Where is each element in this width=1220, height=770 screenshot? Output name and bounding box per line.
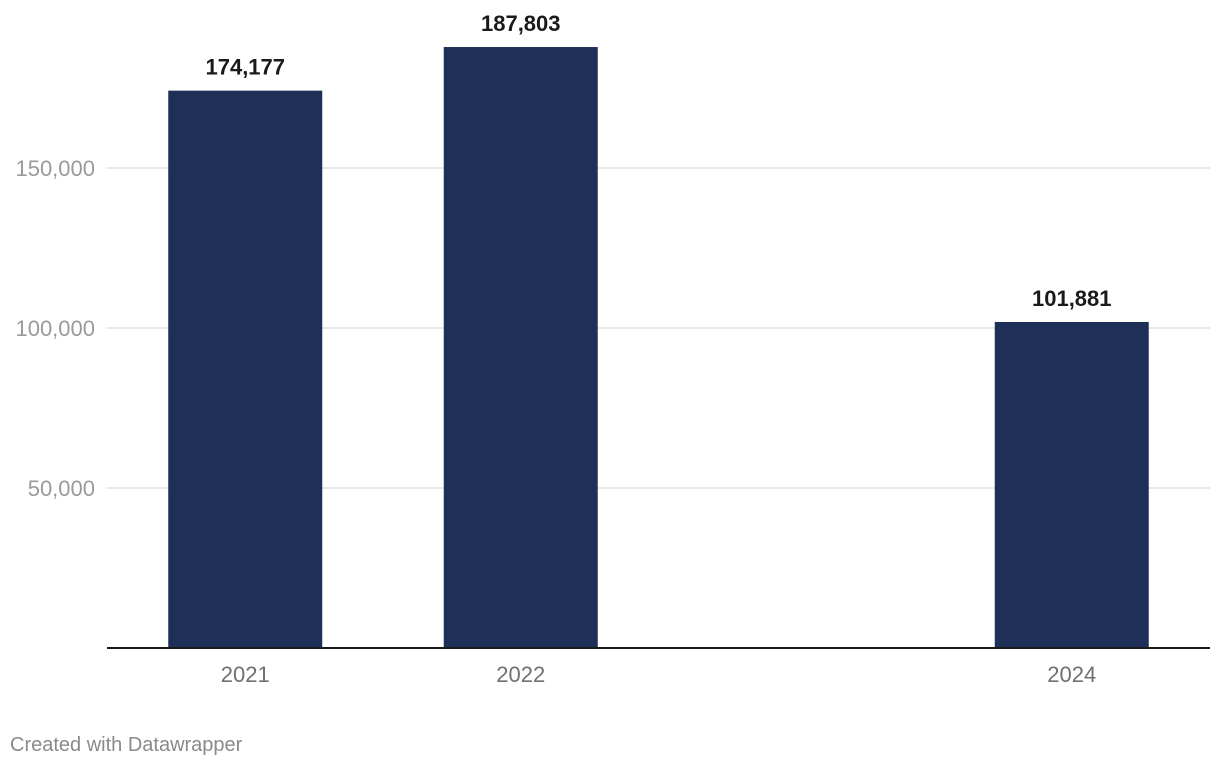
y-tick-label: 150,000 xyxy=(15,156,95,181)
bar-value-label: 101,881 xyxy=(1032,286,1112,311)
value-labels: 174,177 187,803 101,881 xyxy=(205,11,1111,311)
bar xyxy=(994,321,1149,648)
x-tick-label: 2024 xyxy=(1047,662,1096,687)
bar-chart: 50,000 100,000 150,000 174,177 187,803 101,8… xyxy=(15,11,1210,687)
bar-value-label: 187,803 xyxy=(481,11,561,36)
datawrapper-credit: Created with Datawrapper xyxy=(10,734,243,756)
x-tick-label: 2021 xyxy=(221,662,270,687)
bar-value-label: 174,177 xyxy=(205,55,285,80)
bar xyxy=(443,47,598,649)
x-axis-ticks: 2021 2022 2024 xyxy=(221,662,1096,687)
y-axis-ticks: 50,000 100,000 150,000 xyxy=(15,156,95,501)
bars xyxy=(168,47,1149,649)
bar xyxy=(168,90,323,648)
x-tick-label: 2022 xyxy=(496,662,545,687)
y-tick-label: 100,000 xyxy=(15,316,95,341)
y-tick-label: 50,000 xyxy=(28,476,95,501)
